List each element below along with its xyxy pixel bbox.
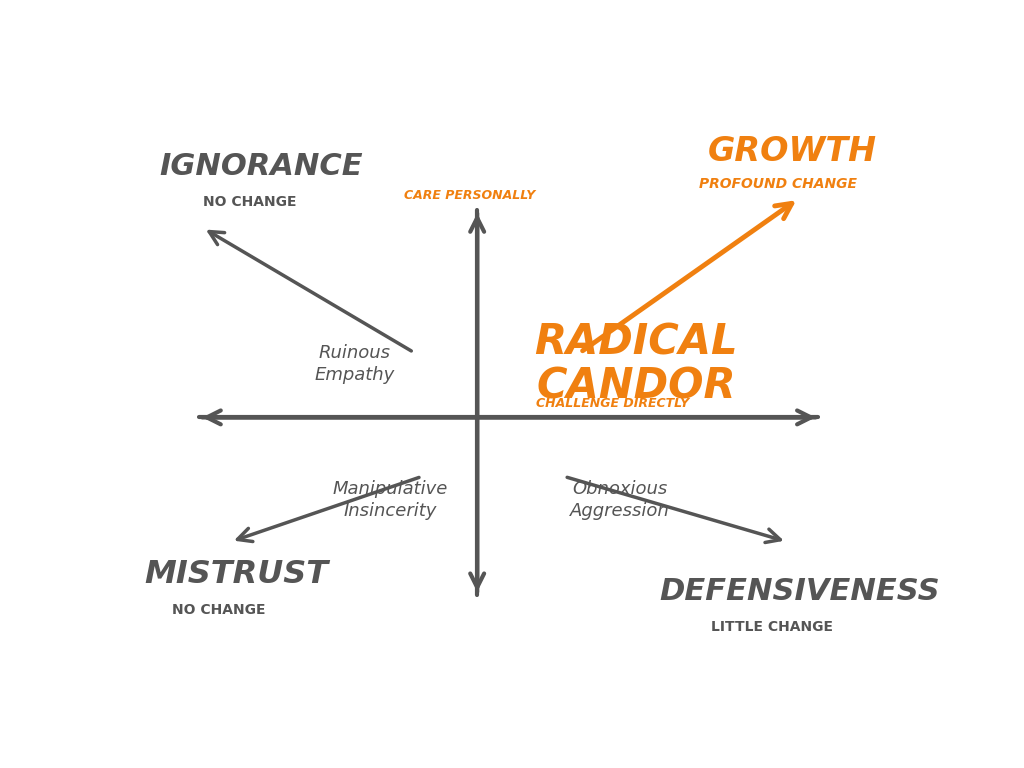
Text: IGNORANCE: IGNORANCE xyxy=(160,151,364,180)
Text: Obnoxious
Aggression: Obnoxious Aggression xyxy=(570,480,670,520)
Text: CHALLENGE DIRECTLY: CHALLENGE DIRECTLY xyxy=(536,397,689,409)
Text: Ruinous
Empathy: Ruinous Empathy xyxy=(314,344,394,384)
Text: NO CHANGE: NO CHANGE xyxy=(172,603,265,617)
Text: LITTLE CHANGE: LITTLE CHANGE xyxy=(712,621,834,634)
Text: Manipulative
Insincerity: Manipulative Insincerity xyxy=(332,480,447,520)
Text: NO CHANGE: NO CHANGE xyxy=(204,194,297,209)
Text: GROWTH: GROWTH xyxy=(708,135,877,167)
Text: CARE PERSONALLY: CARE PERSONALLY xyxy=(403,189,535,201)
Text: DEFENSIVENESS: DEFENSIVENESS xyxy=(659,578,940,607)
Text: MISTRUST: MISTRUST xyxy=(143,558,328,590)
Text: RADICAL
CANDOR: RADICAL CANDOR xyxy=(535,321,737,407)
Text: PROFOUND CHANGE: PROFOUND CHANGE xyxy=(699,177,857,190)
